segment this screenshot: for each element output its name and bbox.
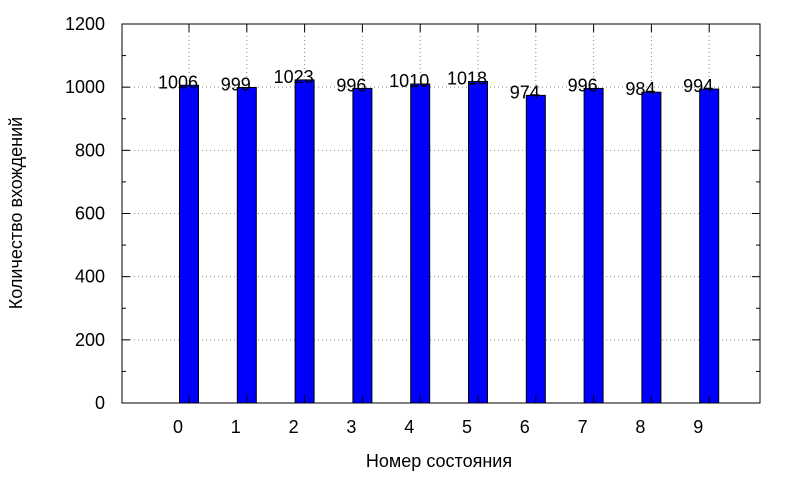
bar [699,88,720,404]
bar [294,79,315,404]
x-tick-label: 9 [693,417,703,437]
bar [179,84,199,404]
plot-frame [121,23,761,404]
y-tick-label: 800 [75,140,105,160]
grid-layer [122,24,760,403]
y-tick-label: 400 [75,267,105,287]
x-tick-label: 7 [578,417,588,437]
x-tick-label: 8 [635,417,645,437]
bar-value-label: 974 [510,82,540,102]
y-tick-label: 600 [75,204,105,224]
bar-value-label: 999 [221,74,251,94]
y-tick-label: 1000 [65,77,105,97]
bar-value-label: 996 [568,75,598,95]
x-tick-label: 6 [520,417,530,437]
bars-layer [179,79,720,404]
x-tick-label: 5 [462,417,472,437]
x-axis-title: Номер состояния [366,451,512,471]
x-tick-label: 1 [231,417,241,437]
bar [583,87,604,404]
bar-value-label: 984 [625,79,655,99]
bar [236,86,257,404]
bar [641,91,662,404]
bar [352,87,373,404]
bar [468,80,488,404]
y-axis-title: Количество вхождений [6,117,26,309]
x-tick-label: 0 [173,417,183,437]
y-tick-label: 1200 [65,14,105,34]
bar-value-label: 994 [683,76,713,96]
y-tick-label: 0 [95,393,105,413]
bar [410,83,431,404]
bar-value-label: 1006 [158,72,198,92]
bar-value-label: 1023 [274,67,314,87]
x-tick-label: 3 [346,417,356,437]
y-tick-label: 200 [75,330,105,350]
bar-value-label: 1018 [447,68,487,88]
x-tick-label: 4 [404,417,414,437]
labels-layer: 0 200 400 600 800 1000 1200 0 1006 1 999 2 1023 3 996 4… [65,14,713,437]
ticks-layer [122,23,760,404]
bar-value-label: 1010 [389,71,429,91]
bar-value-label: 996 [336,75,366,95]
bar [525,94,546,404]
x-tick-label: 2 [289,417,299,437]
